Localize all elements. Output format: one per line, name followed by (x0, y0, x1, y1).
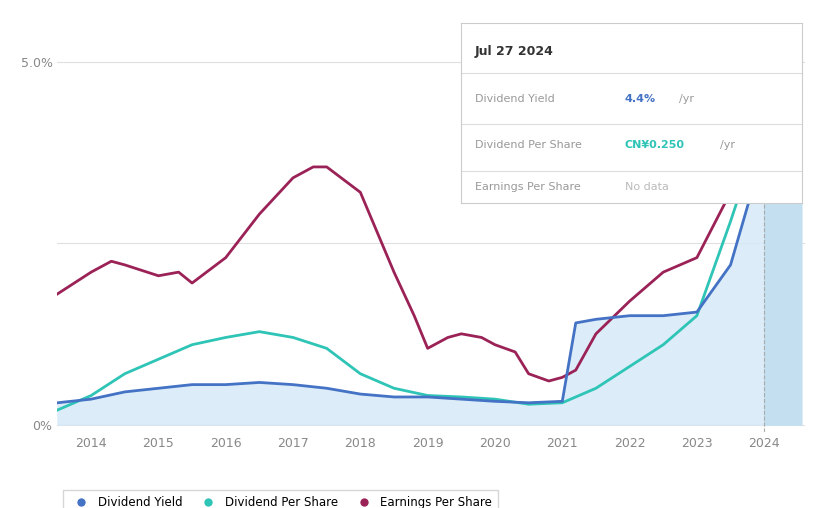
Text: Dividend Per Share: Dividend Per Share (475, 141, 582, 150)
Text: Past: Past (767, 66, 790, 75)
Text: /yr: /yr (680, 93, 695, 104)
Text: Jul 27 2024: Jul 27 2024 (475, 45, 554, 58)
Text: Dividend Yield: Dividend Yield (475, 93, 555, 104)
Text: Earnings Per Share: Earnings Per Share (475, 182, 580, 192)
Text: No data: No data (625, 182, 669, 192)
Legend: Dividend Yield, Dividend Per Share, Earnings Per Share: Dividend Yield, Dividend Per Share, Earn… (63, 491, 498, 508)
Text: 4.4%: 4.4% (625, 93, 656, 104)
Text: /yr: /yr (720, 141, 736, 150)
Text: CN¥0.250: CN¥0.250 (625, 141, 685, 150)
